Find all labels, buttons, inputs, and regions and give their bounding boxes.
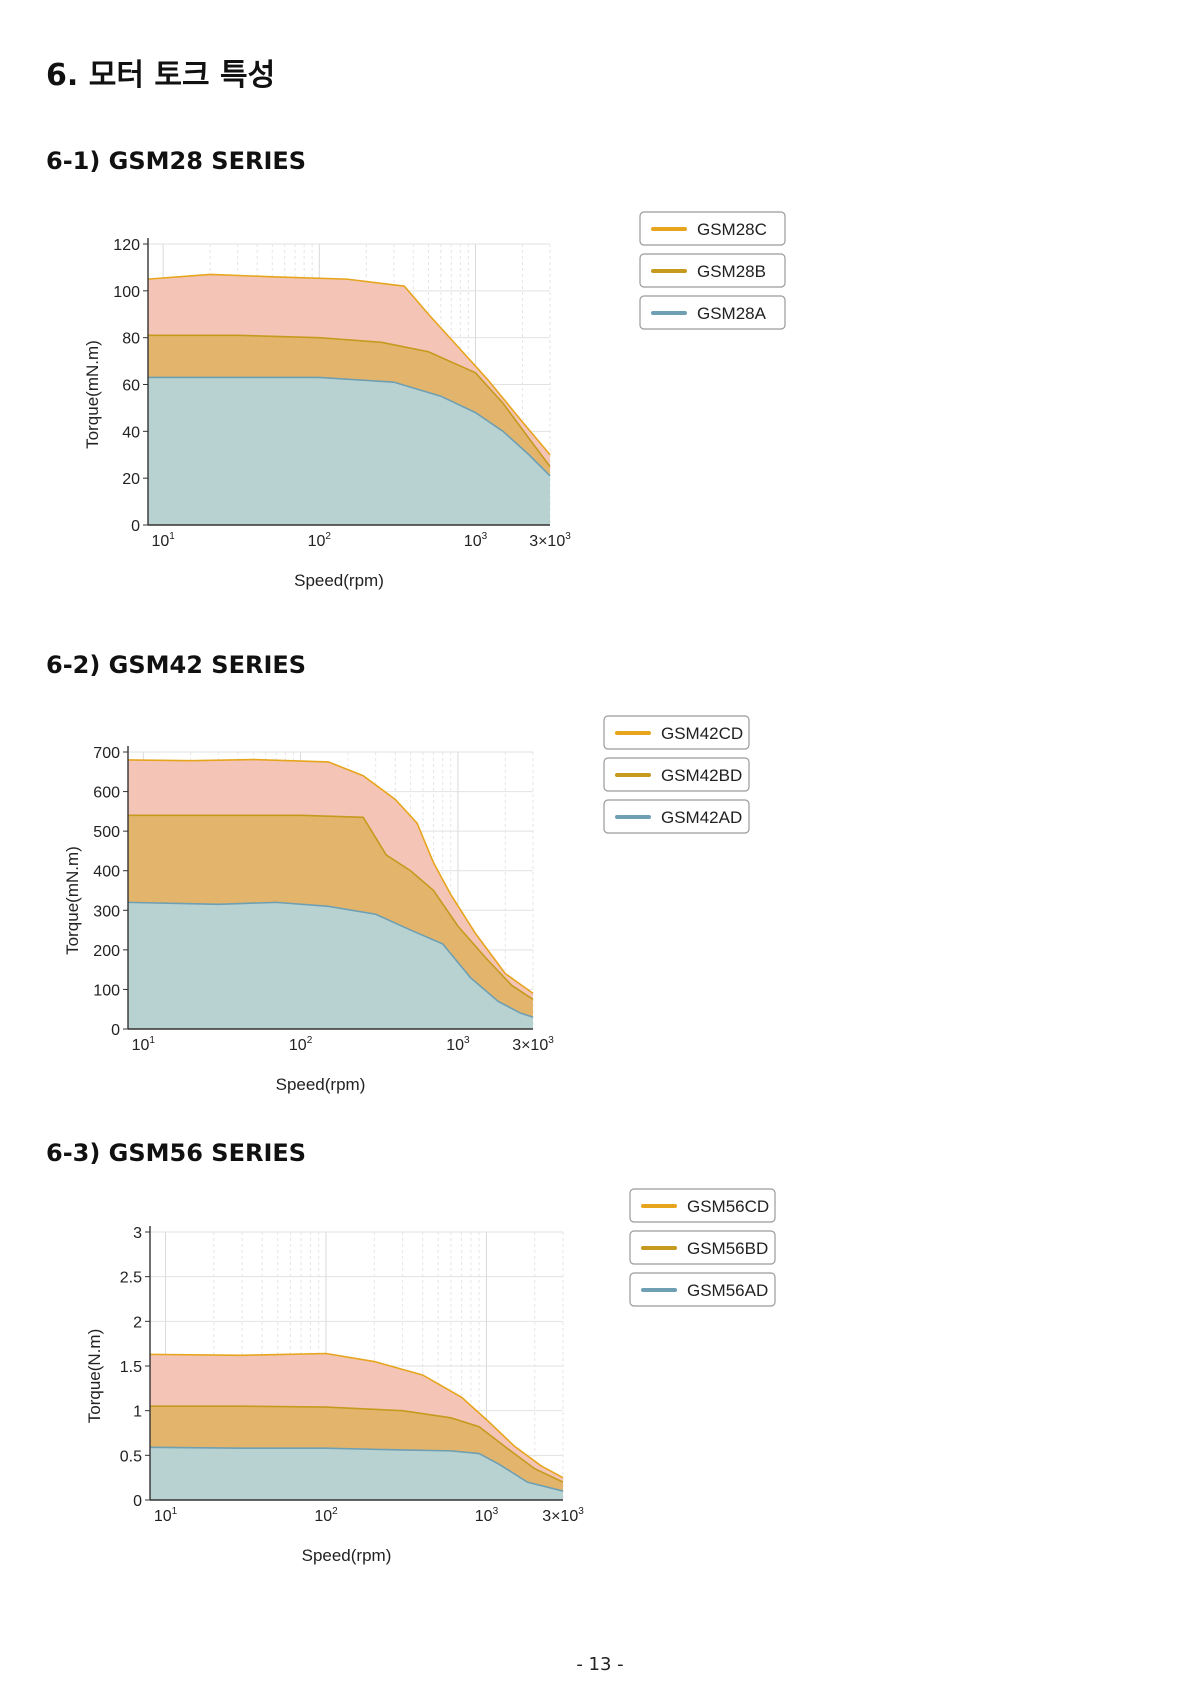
y-axis-title: Torque(mN.m) (63, 846, 82, 955)
x-axis-title: Speed(rpm) (302, 1546, 392, 1565)
legend-box (603, 799, 750, 834)
legend-item-gsm28c: GSM28C (639, 211, 786, 246)
legend-label: GSM56AD (687, 1281, 768, 1300)
series-areas (149, 1352, 564, 1500)
legend-label: GSM42BD (661, 766, 742, 785)
legend-box (639, 211, 786, 246)
line-gsm42ad (127, 901, 534, 1018)
section-title-gsm28: 6-1) GSM28 SERIES (46, 147, 307, 175)
line-gsm28a (148, 376, 551, 477)
legend-item-gsm56bd: GSM56BD (629, 1230, 776, 1265)
y-tick-label: 1.5 (120, 1359, 142, 1376)
legend-item-gsm56ad: GSM56AD (629, 1272, 776, 1307)
x-axis-title: Speed(rpm) (276, 1075, 366, 1094)
y-tick-label: 60 (122, 378, 140, 395)
y-tick-label: 300 (93, 903, 120, 920)
y-tick-label: 1 (133, 1404, 142, 1421)
legend-label: GSM28C (697, 220, 767, 239)
x-tick-label: 102 (314, 1506, 338, 1525)
y-tick-label: 20 (122, 471, 140, 488)
y-tick-label: 400 (93, 864, 120, 881)
series-areas (127, 758, 534, 1029)
legend-label: GSM28B (697, 262, 766, 281)
x-axis-title: Speed(rpm) (294, 571, 384, 590)
x-tick-label: 103 (446, 1035, 470, 1054)
legend-box (603, 715, 750, 750)
area-gsm42ad (128, 902, 533, 1029)
legend: GSM42CD GSM42BD GSM42AD (603, 715, 750, 834)
y-axis-title: Torque(N.m) (85, 1329, 104, 1423)
legend-box (629, 1188, 776, 1223)
line-gsm42cd (127, 758, 534, 995)
y-tick-label: 2.5 (120, 1270, 142, 1287)
x-tick-label: 101 (154, 1506, 178, 1525)
line-gsm56cd (149, 1352, 564, 1479)
y-axis-title: Torque(mN.m) (83, 340, 102, 449)
legend-label: GSM56BD (687, 1239, 768, 1258)
legend-item-gsm28a: GSM28A (639, 295, 786, 330)
line-gsm42bd (128, 814, 534, 1000)
x-tick-label: 3×103 (542, 1506, 584, 1525)
legend-item-gsm56cd: GSM56CD (629, 1188, 776, 1223)
torque-chart-gsm42: 0 100 200 300 400 500 600 700 101 102 103 3×103 Spee… (63, 715, 750, 1094)
y-tick-label: 0 (133, 1493, 142, 1510)
legend: GSM28C GSM28B GSM28A (639, 211, 786, 330)
legend-label: GSM56CD (687, 1197, 769, 1216)
x-tick-label: 101 (151, 531, 175, 550)
y-tick-label: 0 (131, 518, 140, 535)
y-tick-label: 2 (133, 1314, 142, 1331)
line-gsm56ad (149, 1446, 564, 1492)
x-tick-label: 102 (308, 531, 332, 550)
legend-item-gsm42cd: GSM42CD (603, 715, 750, 750)
torque-chart-gsm56: 0 0.5 1 1.5 2 2.5 3 101 102 103 3×103 Speed(rpm) Tor… (85, 1188, 776, 1565)
series-areas (147, 273, 551, 525)
x-tick-label: 3×103 (512, 1035, 554, 1054)
page-title: 6. 모터 토크 특성 (46, 58, 276, 93)
legend-item-gsm42ad: GSM42AD (603, 799, 750, 834)
y-tick-label: 3 (133, 1225, 142, 1242)
legend-item-gsm28b: GSM28B (639, 253, 786, 288)
x-tick-label: 3×103 (529, 531, 571, 550)
legend-label: GSM42CD (661, 724, 743, 743)
y-tick-label: 100 (113, 284, 140, 301)
area-gsm56ad (150, 1447, 563, 1500)
y-tick-label: 500 (93, 824, 120, 841)
x-tick-label: 103 (464, 531, 488, 550)
y-tick-label: 700 (93, 745, 120, 762)
legend: GSM56CD GSM56BD GSM56AD (629, 1188, 776, 1307)
line-gsm28b (148, 334, 551, 467)
y-tick-label: 100 (93, 982, 120, 999)
torque-chart-gsm28: 0 20 40 60 80 100 120 101 102 103 3×103 Speed(rpm) T… (83, 211, 786, 590)
y-tick-label: 600 (93, 785, 120, 802)
y-tick-label: 0.5 (120, 1448, 142, 1465)
x-tick-label: 102 (289, 1035, 313, 1054)
y-tick-label: 0 (111, 1022, 120, 1039)
legend-label: GSM42AD (661, 808, 742, 827)
page-number: - 13 - (576, 1654, 624, 1675)
y-tick-label: 200 (93, 943, 120, 960)
legend-label: GSM28A (697, 304, 767, 323)
area-gsm28a (148, 377, 550, 525)
legend-box (639, 253, 786, 288)
x-tick-label: 103 (475, 1506, 499, 1525)
legend-box (629, 1272, 776, 1307)
legend-box (639, 295, 786, 330)
legend-item-gsm42bd: GSM42BD (603, 757, 750, 792)
section-title-gsm42: 6-2) GSM42 SERIES (46, 651, 307, 679)
legend-box (629, 1230, 776, 1265)
y-tick-label: 120 (113, 237, 140, 254)
y-tick-label: 80 (122, 331, 140, 348)
section-title-gsm56: 6-3) GSM56 SERIES (46, 1139, 307, 1167)
y-tick-label: 40 (122, 424, 140, 441)
x-tick-label: 101 (132, 1035, 156, 1054)
line-gsm56bd (150, 1405, 564, 1483)
line-gsm28c (147, 273, 551, 456)
legend-box (603, 757, 750, 792)
